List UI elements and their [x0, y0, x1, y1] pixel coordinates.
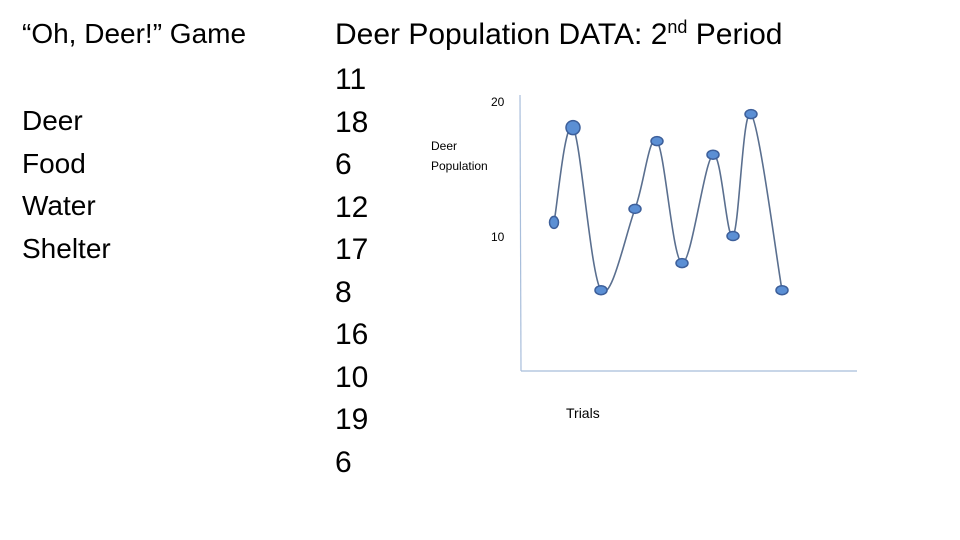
factor-item: Shelter	[22, 232, 111, 264]
y-axis-label-line2: Population	[431, 159, 488, 173]
population-value: 6	[335, 445, 352, 479]
data-point	[744, 108, 758, 120]
population-value: 19	[335, 403, 369, 436]
data-point	[628, 203, 642, 215]
factor-item: Deer	[22, 105, 83, 136]
data-title-superscript: nd	[667, 17, 688, 37]
data-title-suffix: Period	[687, 18, 783, 51]
y-tick-label-20: 20	[491, 95, 505, 109]
series-line	[553, 113, 783, 293]
data-point	[548, 215, 560, 230]
factor-item: Water	[22, 190, 96, 221]
population-value: 18	[335, 105, 369, 139]
data-point	[594, 284, 608, 296]
data-point	[675, 257, 689, 269]
population-value: 16	[335, 318, 369, 351]
population-value: 12	[335, 190, 369, 224]
y-axis	[519, 94, 522, 372]
data-point	[775, 284, 789, 296]
series-markers	[548, 108, 789, 296]
population-value: 11	[335, 63, 367, 96]
y-tick-label-10: 10	[491, 230, 505, 244]
y-axis-label-line1: Deer	[431, 139, 457, 153]
population-value-list: 11 18 6 12 17 8 16 10 19 6	[335, 59, 368, 484]
factor-list: Deer Food Water Shelter	[22, 100, 111, 270]
x-axis-label: Trials	[566, 405, 600, 421]
data-point	[565, 119, 581, 136]
data-point	[706, 149, 720, 160]
factor-item: Food	[22, 147, 86, 179]
game-title: “Oh, Deer!” Game	[22, 18, 247, 49]
data-title: Deer Population DATA: 2nd Period	[335, 16, 782, 54]
population-value: 6	[335, 148, 352, 181]
population-value: 17	[335, 233, 369, 266]
population-value: 10	[335, 360, 369, 394]
data-point	[726, 230, 740, 242]
data-point	[650, 135, 664, 147]
data-title-prefix: Deer Population DATA: 2	[335, 18, 668, 51]
population-value: 8	[335, 275, 352, 309]
